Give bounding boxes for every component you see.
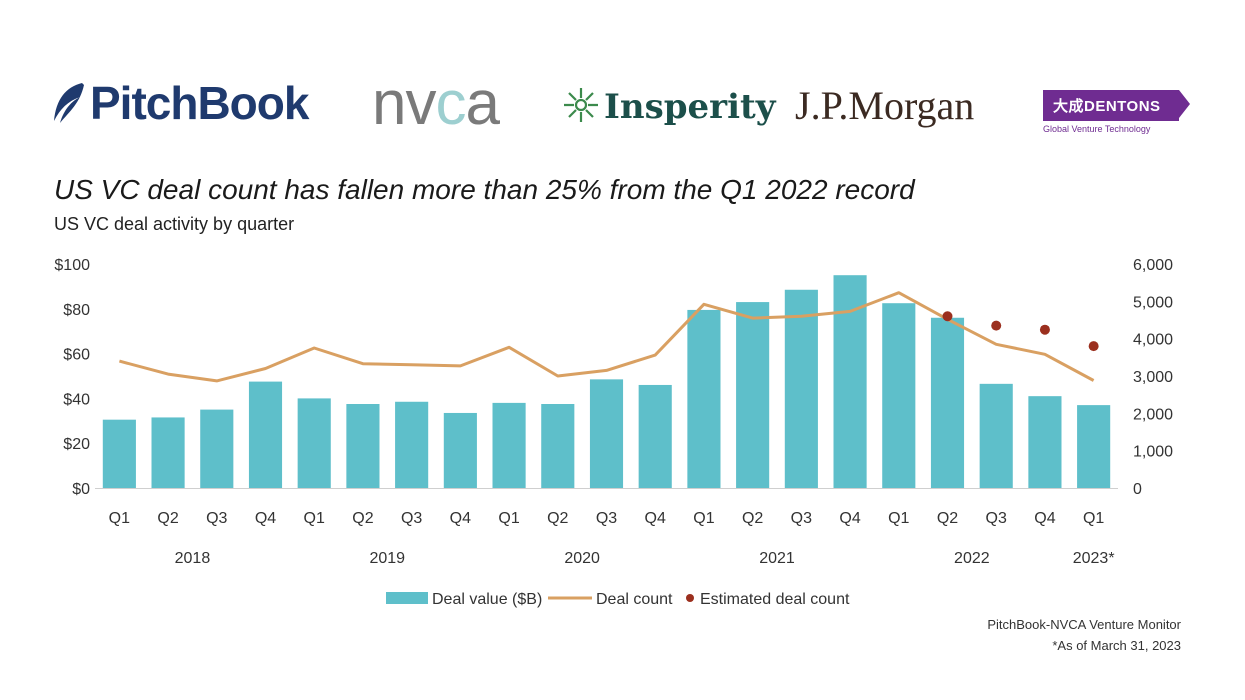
- deal-value-bar: [1028, 396, 1062, 488]
- x-quarter-label: Q1: [888, 510, 909, 527]
- estimated-deal-count-point: [1039, 324, 1050, 335]
- x-year-label: 2021: [759, 550, 795, 567]
- deal-value-bar: [687, 309, 721, 488]
- x-quarter-label: Q1: [498, 510, 519, 527]
- x-quarter-label: Q4: [255, 510, 276, 527]
- x-quarter-label: Q3: [401, 510, 422, 527]
- x-quarter-label: Q4: [645, 510, 666, 527]
- deal-value-bar: [589, 379, 624, 488]
- deal-value-bar: [1077, 405, 1111, 488]
- nvca-logo-a: a: [465, 69, 499, 138]
- y-right-tick-label: 0: [1133, 481, 1142, 498]
- y-right-tick-label: 1,000: [1133, 444, 1173, 461]
- deal-value-bar: [151, 417, 185, 488]
- deal-value-bar: [200, 409, 234, 488]
- deal-value-bar: [979, 383, 1013, 488]
- x-quarter-label: Q2: [157, 510, 178, 527]
- y-left-tick-label: $0: [72, 481, 90, 498]
- x-quarter-label: Q3: [791, 510, 812, 527]
- estimated-deal-count-point: [1088, 341, 1099, 352]
- legend-deal-value-label: Deal value ($B): [432, 591, 542, 608]
- x-year-label: 2019: [369, 550, 405, 567]
- x-quarter-label: Q2: [547, 510, 568, 527]
- y-right-tick-label: 2,000: [1133, 406, 1173, 423]
- deal-value-bar: [443, 412, 477, 488]
- x-quarter-label: Q4: [839, 510, 860, 527]
- pitchbook-logo-text: PitchBook: [90, 77, 309, 129]
- deal-value-bar: [395, 401, 429, 488]
- x-quarter-label: Q3: [986, 510, 1007, 527]
- y-left-tick-label: $80: [63, 302, 90, 319]
- jpmorgan-logo: J.P.Morgan: [795, 83, 975, 128]
- estimated-deal-count-point: [991, 320, 1002, 331]
- x-quarter-label: Q1: [693, 510, 714, 527]
- insperity-logo: Insperity: [562, 86, 775, 127]
- deal-value-bar: [297, 398, 331, 488]
- nvca-logo-c: c: [435, 69, 466, 138]
- insperity-leaf-icon: [564, 88, 598, 122]
- legend-estimate-swatch: [686, 594, 694, 602]
- deal-count-line: [119, 291, 1095, 383]
- x-quarter-label: Q1: [1083, 510, 1104, 527]
- deal-value-bar: [248, 381, 283, 488]
- deal-value-bar: [882, 303, 916, 488]
- y-left-tick-label: $60: [63, 347, 90, 364]
- x-year-label: 2018: [175, 550, 211, 567]
- y-left-tick-label: $20: [63, 436, 90, 453]
- x-quarter-label: Q1: [109, 510, 130, 527]
- x-year-label: 2022: [954, 550, 990, 567]
- nvca-logo: nvca: [372, 68, 500, 139]
- deal-value-bar: [102, 419, 136, 488]
- x-quarter-label: Q2: [742, 510, 763, 527]
- y-right-tick-label: 4,000: [1133, 332, 1173, 349]
- pitchbook-logo: PitchBook: [52, 76, 309, 130]
- dentons-logo-tag: 大成DENTONS: [1043, 90, 1190, 121]
- y-left-tick-label: $100: [54, 257, 90, 274]
- y-left-tick-label: $40: [63, 391, 90, 408]
- x-year-label: 2020: [564, 550, 600, 567]
- x-quarter-label: Q1: [304, 510, 325, 527]
- deal-value-bar: [784, 289, 818, 488]
- x-quarter-label: Q2: [937, 510, 958, 527]
- deal-value-bar: [492, 402, 526, 488]
- nvca-logo-nv: nv: [372, 69, 436, 138]
- estimated-deal-count-point: [942, 311, 953, 322]
- dentons-logo: 大成DENTONS Global Venture Technology: [1043, 90, 1190, 134]
- insperity-logo-text: Insperity: [604, 87, 776, 127]
- as-of-note: *As of March 31, 2023: [1052, 638, 1181, 653]
- deal-value-bar: [541, 404, 575, 488]
- y-right-tick-label: 6,000: [1133, 257, 1173, 274]
- y-right-tick-label: 5,000: [1133, 294, 1173, 311]
- x-quarter-label: Q2: [352, 510, 373, 527]
- deal-value-bar: [346, 404, 380, 488]
- legend-estimated-deal-count-label: Estimated deal count: [700, 591, 850, 608]
- legend-bar-swatch: [386, 592, 428, 604]
- x-quarter-label: Q4: [1034, 510, 1055, 527]
- y-right-tick-label: 3,000: [1133, 369, 1173, 386]
- deal-value-bar: [736, 302, 770, 488]
- x-quarter-label: Q3: [596, 510, 617, 527]
- deal-value-bar: [930, 317, 965, 488]
- deal-value-bar: [638, 384, 672, 488]
- source-note: PitchBook-NVCA Venture Monitor: [987, 617, 1181, 632]
- sponsor-logos: PitchBook nvca Insperity J.P.Morgan 大成DE…: [0, 60, 1245, 150]
- pitchbook-feather-icon: [54, 83, 84, 123]
- dentons-logo-subtitle: Global Venture Technology: [1043, 124, 1151, 134]
- x-quarter-label: Q3: [206, 510, 227, 527]
- chart-title: US VC deal count has fallen more than 25…: [54, 174, 915, 205]
- legend-deal-count-label: Deal count: [596, 591, 673, 608]
- x-year-label: 2023*: [1073, 550, 1115, 567]
- x-quarter-label: Q4: [450, 510, 471, 527]
- chart-subtitle: US VC deal activity by quarter: [54, 214, 295, 234]
